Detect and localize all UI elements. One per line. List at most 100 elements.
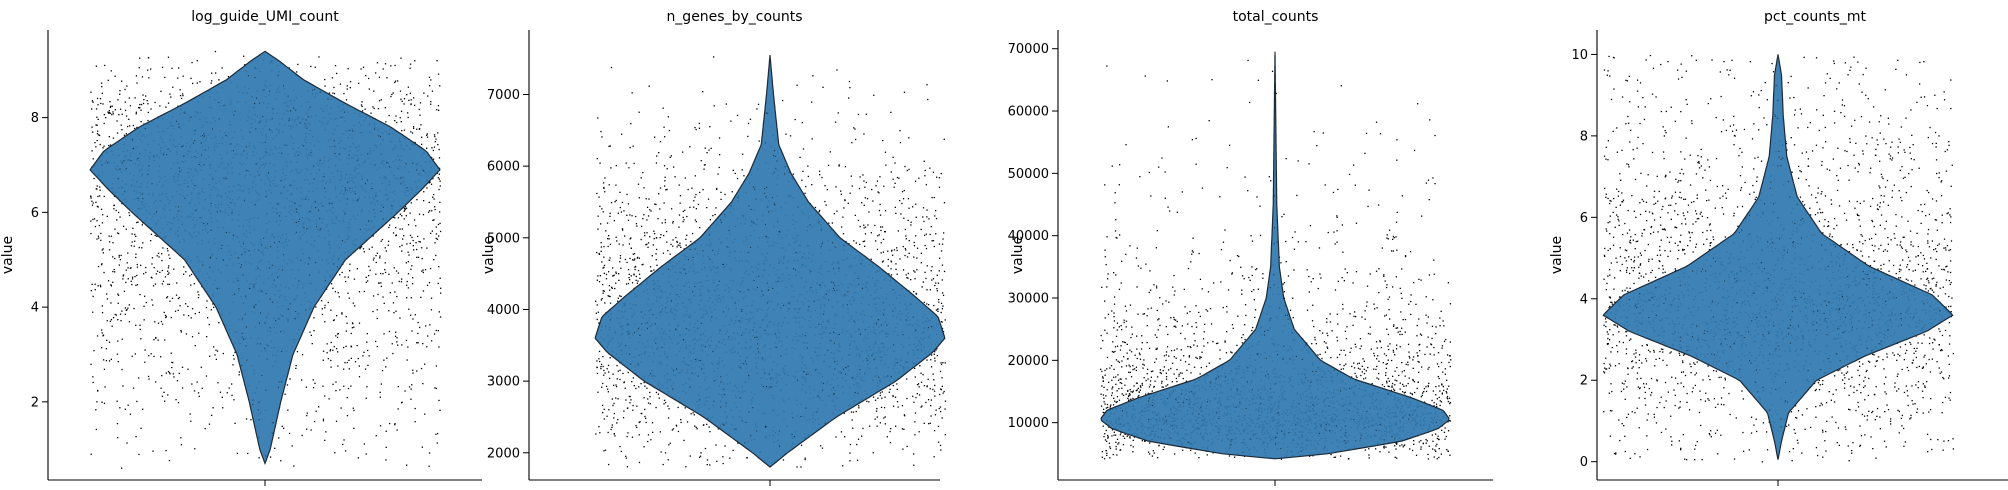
data-point — [397, 217, 400, 219]
data-point — [406, 297, 408, 299]
data-point — [300, 259, 302, 261]
data-point — [388, 240, 390, 242]
data-point — [347, 387, 350, 390]
data-point — [166, 154, 168, 156]
data-point — [249, 131, 251, 133]
data-point — [312, 387, 315, 389]
data-point — [676, 241, 678, 243]
data-point — [627, 432, 629, 434]
data-point — [621, 228, 624, 230]
data-point — [395, 235, 397, 237]
data-point — [941, 264, 944, 266]
data-point — [183, 155, 185, 157]
data-point — [121, 467, 123, 469]
data-point — [167, 102, 170, 104]
data-point — [411, 132, 414, 134]
data-point — [375, 261, 377, 264]
data-point — [852, 427, 854, 429]
data-point — [108, 235, 110, 237]
data-point — [821, 447, 824, 449]
data-point — [699, 455, 702, 457]
data-point — [936, 355, 938, 357]
data-point — [373, 107, 375, 110]
data-point — [349, 129, 351, 131]
data-point — [135, 436, 137, 438]
data-point — [198, 311, 200, 314]
data-point — [646, 243, 648, 245]
data-point — [938, 243, 941, 245]
data-point — [119, 313, 122, 315]
data-point — [399, 213, 401, 215]
data-point — [406, 464, 408, 466]
data-point — [940, 250, 943, 252]
data-point — [91, 150, 93, 152]
data-point — [899, 258, 901, 260]
data-point — [684, 209, 686, 211]
data-point — [608, 371, 610, 373]
data-point — [603, 186, 605, 189]
data-point — [935, 217, 938, 220]
data-point — [249, 288, 251, 290]
data-point — [438, 188, 440, 191]
data-point — [663, 202, 665, 204]
data-point — [333, 86, 335, 89]
data-point — [406, 187, 408, 189]
data-point — [704, 164, 706, 166]
data-point — [168, 272, 170, 274]
data-point — [140, 338, 142, 340]
data-point — [170, 96, 172, 98]
data-point — [98, 224, 100, 227]
data-point — [195, 210, 197, 212]
data-point — [108, 110, 110, 112]
data-point — [117, 319, 119, 321]
data-point — [644, 415, 646, 418]
data-point — [833, 213, 835, 215]
data-point — [348, 368, 350, 370]
data-point — [334, 145, 336, 147]
data-point — [379, 257, 381, 259]
data-point — [643, 232, 646, 234]
data-point — [348, 154, 350, 156]
data-point — [685, 238, 687, 240]
data-point — [937, 310, 939, 312]
data-point — [152, 304, 154, 306]
data-point — [619, 378, 621, 381]
data-point — [246, 170, 248, 172]
data-point — [385, 366, 387, 368]
data-point — [179, 170, 181, 172]
data-point — [394, 335, 397, 337]
data-point — [434, 141, 436, 143]
data-point — [296, 71, 298, 73]
data-point — [326, 352, 328, 354]
data-point — [145, 266, 147, 269]
data-point — [138, 377, 140, 379]
data-point — [405, 262, 407, 264]
violin-body — [89, 50, 441, 466]
data-point — [324, 321, 326, 323]
data-point — [915, 292, 917, 295]
data-point — [136, 221, 138, 224]
data-point — [135, 284, 137, 286]
data-point — [134, 97, 136, 99]
data-point — [135, 253, 137, 255]
data-point — [894, 162, 896, 164]
data-point — [271, 118, 273, 120]
data-point — [209, 256, 211, 258]
data-point — [407, 251, 409, 253]
data-point — [415, 225, 417, 227]
data-point — [625, 283, 628, 285]
data-point — [695, 128, 697, 131]
data-point — [664, 452, 667, 454]
data-point — [617, 370, 619, 372]
data-point — [619, 445, 621, 448]
data-point — [370, 112, 372, 114]
data-point — [335, 420, 338, 422]
data-point — [121, 310, 123, 312]
data-point — [220, 247, 222, 249]
data-point — [363, 290, 365, 293]
data-point — [151, 263, 153, 265]
data-point — [638, 461, 641, 464]
data-point — [926, 359, 928, 361]
data-point — [198, 294, 200, 296]
